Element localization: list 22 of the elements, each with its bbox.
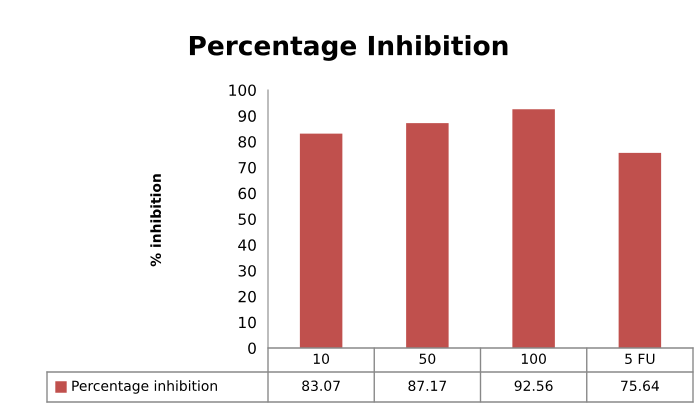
x-tick-label: 5 FU — [625, 354, 654, 364]
data-label: 75.64 — [621, 380, 659, 392]
y-tick-label: 60 — [238, 188, 256, 200]
x-tick-label: 50 — [420, 354, 436, 364]
data-label: 83.07 — [302, 380, 340, 392]
data-label: 87.17 — [408, 380, 446, 392]
data-label: 92.56 — [514, 380, 553, 392]
y-axis-title: % inhibition — [150, 174, 162, 266]
y-tick-label: 10 — [239, 316, 256, 328]
y-tick-label: 30 — [238, 265, 256, 277]
y-tick-label: 70 — [238, 162, 256, 174]
x-tick-label: 10 — [314, 354, 330, 364]
y-tick-label: 100 — [229, 84, 256, 96]
x-tick-label: 100 — [522, 354, 546, 364]
y-tick-label: 40 — [238, 239, 256, 251]
y-tick-label: 20 — [238, 290, 256, 302]
chart-title: Percentage Inhibition — [190, 35, 508, 61]
y-tick-label: 80 — [238, 136, 256, 148]
y-tick-label: 50 — [238, 213, 256, 226]
y-tick-label: 0 — [248, 342, 256, 354]
legend-label: Percentage inhibition — [72, 380, 217, 394]
y-tick-label: 90 — [238, 110, 256, 122]
